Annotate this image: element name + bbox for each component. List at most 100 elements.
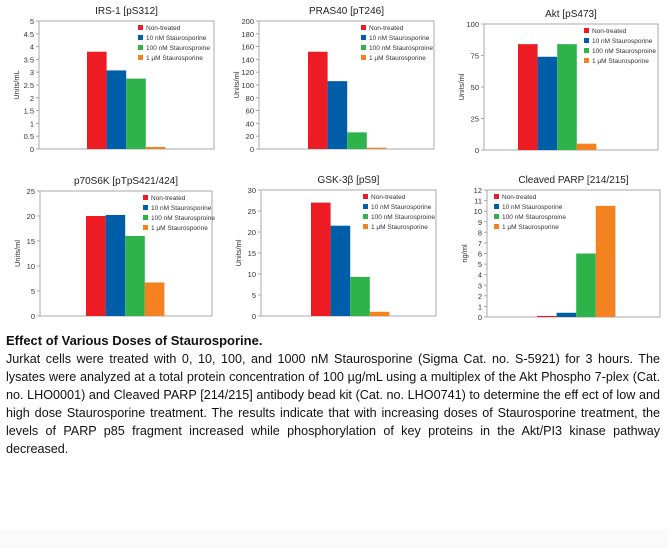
y-tick-label: 11: [474, 197, 482, 206]
legend-swatch: [494, 214, 499, 219]
legend-label: 100 nM Staurosproine: [502, 214, 566, 221]
legend-label: 1 µM Staurosporine: [592, 58, 649, 65]
bar-1um: [145, 146, 166, 149]
y-axis-label: Units/ml: [457, 73, 466, 100]
legend-swatch: [361, 45, 366, 50]
bar-10nm: [106, 70, 127, 149]
y-tick-label: 25: [27, 187, 35, 196]
legend-swatch: [363, 224, 368, 229]
chart-title: Cleaved PARP [214/215]: [518, 175, 628, 186]
legend-label: 1 µM Staurosporine: [502, 224, 559, 231]
y-tick-label: 4: [30, 43, 34, 52]
legend-swatch: [143, 195, 148, 200]
legend-swatch: [363, 214, 368, 219]
legend-swatch: [143, 225, 148, 230]
y-tick-label: 200: [241, 17, 254, 26]
legend-label: 100 nM Staurosproine: [146, 45, 210, 52]
y-tick-label: 60: [246, 107, 254, 116]
y-tick-label: 0: [252, 312, 256, 321]
bar-1um: [369, 311, 390, 316]
legend-swatch: [494, 194, 499, 199]
y-tick-label: 1: [30, 119, 34, 128]
y-tick-label: 1.5: [24, 107, 34, 116]
y-tick-label: 120: [241, 68, 254, 77]
bar-1um: [366, 147, 387, 149]
y-tick-label: 80: [246, 94, 254, 103]
y-tick-label: 0: [475, 146, 479, 155]
y-tick-label: 3: [478, 281, 482, 290]
y-tick-label: 7: [478, 239, 482, 248]
legend-label: 100 nM Staurosproine: [369, 45, 433, 52]
chart-title: IRS-1 [pS312]: [95, 6, 158, 17]
legend-swatch: [143, 215, 148, 220]
legend-label: Non-treated: [151, 195, 186, 202]
y-axis-label: Units/ml: [232, 71, 241, 98]
bar-100nm: [125, 236, 145, 316]
legend-label: Non-treated: [371, 194, 406, 201]
legend-label: 1 µM Staurosporine: [369, 55, 426, 62]
legend-label: Non-treated: [146, 25, 181, 32]
y-tick-label: 75: [471, 52, 479, 61]
plot-area: [486, 189, 661, 318]
y-tick-label: 2.5: [24, 81, 34, 90]
legend-label: Non-treated: [369, 25, 404, 32]
bar-100nm: [576, 253, 596, 317]
bar-10nm: [330, 225, 351, 316]
chart-grid: IRS-1 [pS312] Units/mL 0 0.5 1 1.5 2 2.5 3 3.5 4 4.…: [12, 6, 661, 322]
legend-label: 10 nM Staurosporine: [592, 38, 653, 45]
figure-caption: Effect of Various Doses of Staurosporine…: [6, 332, 660, 458]
chart-title: GSK-3β [pS9]: [318, 175, 380, 186]
bar-100nm: [126, 78, 146, 149]
chart-title: p70S6K [pTpS421/424]: [74, 176, 178, 187]
y-tick-label: 3.5: [24, 55, 34, 64]
legend-label: 10 nM Staurosporine: [371, 204, 432, 211]
y-tick-label: 10: [474, 207, 482, 216]
y-tick-label: 4: [478, 271, 482, 280]
y-tick-label: 0: [31, 312, 35, 321]
legend-swatch: [138, 45, 143, 50]
y-tick-label: 0.5: [24, 132, 34, 141]
y-tick-label: 5: [31, 287, 35, 296]
y-tick-label: 100: [241, 81, 254, 90]
legend-swatch: [138, 35, 143, 40]
y-tick-label: 20: [248, 228, 256, 237]
legend-swatch: [494, 224, 499, 229]
y-tick-label: 30: [248, 186, 256, 195]
legend-label: 1 µM Staurosporine: [151, 225, 208, 232]
legend-swatch: [361, 35, 366, 40]
bar-10nm: [556, 312, 577, 317]
y-tick-label: 25: [471, 115, 479, 124]
y-tick-label: 4.5: [24, 30, 34, 39]
y-tick-label: 140: [241, 55, 254, 64]
bar-100nm: [350, 276, 370, 316]
y-tick-label: 15: [27, 237, 35, 246]
bar-non-treated: [311, 202, 331, 316]
legend-label: Non-treated: [592, 28, 627, 35]
legend-label: 1 µM Staurosporine: [371, 224, 428, 231]
bar-1um: [576, 143, 597, 150]
bar-non-treated: [518, 44, 538, 150]
bottom-band: [0, 530, 668, 548]
y-axis-label: ng/ml: [460, 244, 469, 263]
y-tick-label: 10: [248, 270, 256, 279]
bar-non-treated: [537, 315, 557, 317]
y-tick-label: 8: [478, 228, 482, 237]
caption-body: Jurkat cells were treated with 0, 10, 10…: [6, 352, 660, 456]
y-tick-label: 20: [246, 132, 254, 141]
bar-10nm: [327, 81, 348, 149]
y-tick-label: 5: [30, 17, 34, 26]
legend-swatch: [138, 55, 143, 60]
chart-title: Akt [pS473]: [545, 9, 597, 20]
y-tick-label: 20: [27, 212, 35, 221]
y-tick-label: 15: [248, 249, 256, 258]
bar-1um: [144, 282, 165, 316]
legend-swatch: [584, 28, 589, 33]
legend-label: 100 nM Staurosproine: [371, 214, 435, 221]
legend-swatch: [138, 25, 143, 30]
legend-label: 10 nM Staurosporine: [502, 204, 563, 211]
legend-label: 100 nM Staurosproine: [151, 215, 215, 222]
bar-non-treated: [308, 51, 328, 149]
y-axis-label: Units/ml: [13, 240, 22, 267]
bar-100nm: [347, 132, 367, 149]
bar-10nm: [537, 56, 558, 151]
